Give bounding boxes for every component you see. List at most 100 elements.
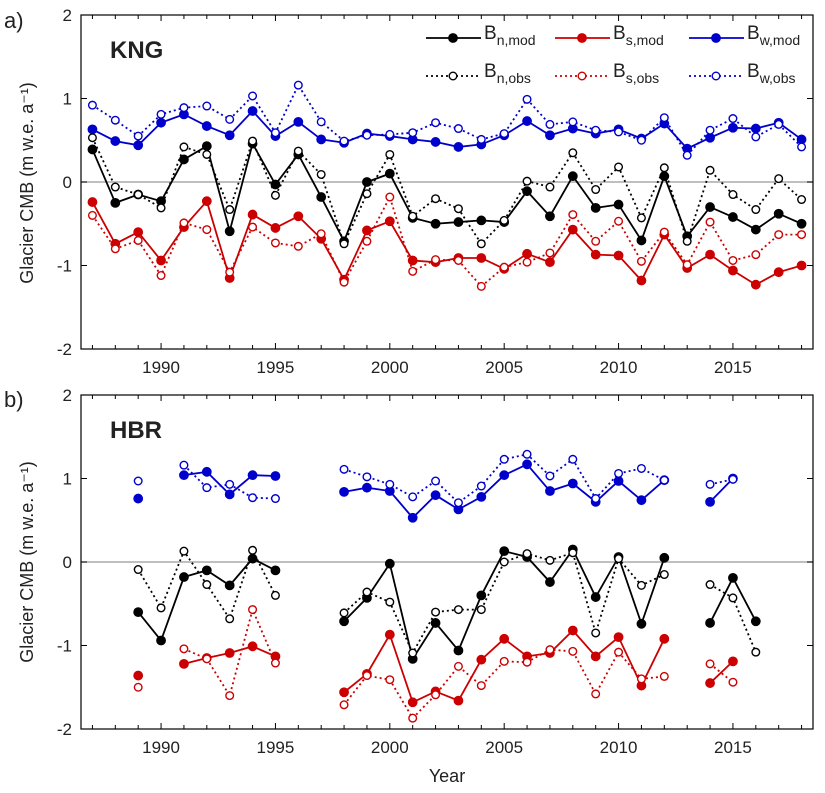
series-w-mod-b-point	[133, 493, 144, 504]
series-n-obs-b-point	[751, 647, 761, 657]
series-w-obs-b-point	[408, 492, 418, 502]
series-w-mod-b-point	[407, 512, 418, 523]
series-n-obs-a-point	[270, 190, 280, 200]
legend-subscript: w,obs	[759, 70, 796, 86]
series-s-obs-b-line	[183, 606, 277, 698]
series-w-obs-b-point	[636, 463, 646, 473]
series-w-mod-a-point	[87, 124, 98, 135]
series-w-obs-b-point	[270, 494, 280, 504]
x-tick-label-b: 2010	[600, 738, 638, 757]
series-n-mod-a-point	[362, 177, 372, 187]
series-n-mod-b-point	[476, 590, 487, 601]
legend-subscript: w,mod	[759, 32, 800, 48]
series-w-mod-b-point	[224, 489, 235, 500]
series-s-mod-a-point	[293, 211, 304, 222]
series-w-obs-b-point	[476, 481, 486, 491]
series-w-obs-b-point	[202, 483, 212, 493]
series-s-obs-b-point	[545, 645, 555, 655]
series-w-mod-a-point	[796, 134, 807, 145]
series-s-obs-a-point	[431, 255, 441, 265]
series-s-obs-a-point	[774, 230, 784, 240]
series-w-obs-b-point	[225, 479, 235, 489]
series-w-obs-a-point	[408, 128, 418, 138]
series-n-obs-b-point	[408, 648, 418, 658]
series-w-obs-a-point	[110, 115, 120, 125]
y-tick-label-a: 2	[63, 6, 72, 25]
series-w-obs-a-point	[270, 128, 280, 138]
series-n-obs-b-point	[705, 580, 715, 590]
series-n-mod-b-point	[270, 565, 281, 576]
series-w-obs-b-point	[614, 468, 624, 478]
legend-marker-n-obs	[448, 71, 458, 81]
y-tick-label-a: 0	[63, 173, 72, 192]
y-axis-title-a: Glacier CMB (m w.e. a⁻¹)	[17, 82, 37, 284]
series-n-obs-a-point	[797, 195, 807, 205]
series-n-obs-b-point	[499, 557, 509, 567]
legend-marker-n-mod	[448, 33, 458, 43]
series-w-obs-a-point	[797, 142, 807, 152]
series-n-mod-a-point	[87, 144, 98, 155]
series-w-mod-b-point	[247, 470, 258, 481]
series-w-obs-b-point	[705, 479, 715, 489]
series-n-mod-b-point	[728, 572, 738, 583]
series-w-obs-a-point	[293, 80, 303, 90]
series-w-obs-b-line	[343, 453, 665, 504]
series-s-obs-a-point	[316, 229, 326, 239]
series-w-mod-a-point	[156, 117, 166, 128]
site-title-kng: KNG	[110, 37, 163, 64]
series-s-mod-a-point	[750, 279, 761, 290]
series-n-obs-a-point	[110, 182, 120, 192]
series-n-obs-a-point	[293, 146, 303, 156]
series-n-obs-a-point	[362, 189, 372, 199]
series-w-obs-b-point	[568, 454, 578, 464]
series-s-obs-a-point	[751, 250, 761, 260]
series-w-mod-b-point	[636, 495, 647, 506]
series-w-mod-b-point	[522, 459, 532, 470]
series-n-mod-a-point	[545, 211, 555, 222]
series-w-mod-b-point	[179, 470, 189, 481]
series-n-obs-b-point	[339, 608, 349, 618]
series-s-obs-a-line	[91, 194, 802, 288]
legend-subscript: n,mod	[497, 32, 536, 48]
series-s-obs-a-point	[705, 217, 715, 227]
series-w-obs-b-point	[522, 449, 532, 459]
y-tick-label-b: -1	[57, 637, 72, 656]
series-s-obs-a-point	[362, 236, 372, 246]
series-s-obs-a-point	[248, 222, 258, 232]
series-s-mod-a-point	[201, 196, 212, 207]
series-n-mod-b-point	[179, 572, 189, 582]
series-n-obs-a-point	[133, 190, 143, 200]
series-w-obs-b-point	[362, 472, 372, 482]
series-s-obs-b-point	[179, 644, 189, 654]
series-n-obs-a-point	[385, 149, 395, 159]
series-s-mod-b-point	[133, 670, 144, 681]
series-s-obs-a-point	[385, 192, 395, 202]
series-s-mod-a-point	[87, 197, 98, 207]
series-n-mod-b-point	[453, 645, 464, 656]
series-w-mod-b-point	[499, 470, 510, 481]
series-w-obs-a-point	[385, 129, 395, 139]
series-s-obs-a-point	[293, 241, 303, 251]
series-n-obs-a-point	[774, 174, 784, 184]
series-n-obs-a-point	[682, 236, 692, 246]
x-tick-label-b: 2005	[485, 738, 523, 757]
series-s-mod-a-point	[567, 224, 578, 235]
series-n-obs-a-point	[591, 185, 601, 195]
series-n-mod-b-point	[590, 592, 601, 602]
series-s-obs-b-point	[476, 681, 486, 691]
series-s-mod-b-point	[453, 695, 464, 706]
series-s-mod-a-point	[613, 250, 624, 261]
series-n-mod-a-point	[201, 141, 212, 151]
panel-hbr: b) HBR Glacier CMB (m w.e. a⁻¹) Year -2 -…	[4, 386, 814, 786]
series-n-mod-b-point	[224, 580, 235, 591]
series-n-mod-a-point	[590, 202, 601, 213]
x-tick-label-a: 2010	[600, 358, 638, 377]
series-w-obs-a-point	[225, 114, 235, 124]
series-n-mod-a-point	[567, 171, 578, 182]
series-n-obs-a-point	[728, 190, 738, 200]
series-n-mod-a-point	[522, 186, 532, 197]
x-tick-label-a: 2000	[371, 358, 409, 377]
x-tick-label-a: 1995	[257, 358, 295, 377]
legend-label-n-obs: Bn,obs	[484, 61, 531, 86]
legend-label-w-obs: Bw,obs	[747, 61, 796, 86]
